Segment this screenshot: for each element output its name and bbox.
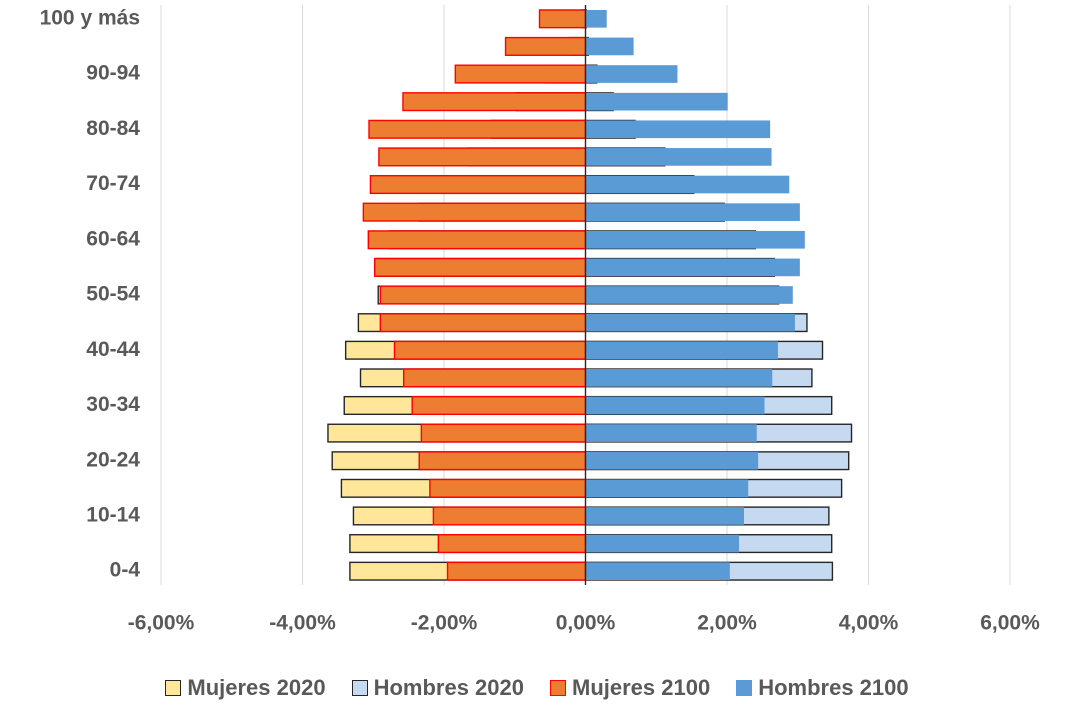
bar-mujeres-2100-65-69	[363, 203, 585, 221]
legend-swatch-mujeres-2020	[165, 680, 181, 696]
bar-hombres-2100-35-39	[586, 369, 773, 387]
bar-hombres-2100-100-y-m-s	[586, 10, 607, 28]
y-tick-label-60-64: 60-64	[86, 227, 140, 250]
legend-label-hombres-2020: Hombres 2020	[374, 675, 524, 701]
y-tick-label-90-94: 90-94	[86, 62, 140, 85]
bar-hombres-2100-55-59	[586, 259, 800, 277]
y-tick-label-70-74: 70-74	[86, 172, 140, 195]
category-tick-labels: 0-4 10-14 20-24 30-34 40-44 50-54 60-64 70-74 80…	[40, 6, 141, 581]
bar-hombres-2100-60-64	[586, 231, 805, 249]
legend-label-mujeres-2020: Mujeres 2020	[187, 675, 325, 701]
y-tick-label-20-24: 20-24	[86, 448, 140, 471]
legend-swatch-hombres-2100	[736, 680, 752, 696]
bar-mujeres-2100-0-4	[448, 562, 586, 580]
bar-mujeres-2100-55-59	[375, 259, 586, 277]
x-tick-label-4-00: -4,00%	[269, 612, 336, 635]
legend-label-hombres-2100: Hombres 2100	[758, 675, 908, 701]
bar-mujeres-2100-30-34	[412, 397, 585, 415]
bar-hombres-2100-85-89	[586, 93, 728, 111]
bar-hombres-2100-10-14	[586, 507, 744, 525]
bar-mujeres-2100-50-54	[380, 286, 585, 304]
bar-hombres-2100-30-34	[586, 397, 765, 415]
legend-item-hombres-2100: Hombres 2100	[736, 675, 908, 701]
bars	[328, 10, 852, 580]
x-tick-label-2-00: -2,00%	[411, 612, 478, 635]
bar-hombres-2100-45-49	[586, 314, 795, 332]
bar-hombres-2100-50-54	[586, 286, 793, 304]
legend-item-mujeres-2100: Mujeres 2100	[550, 675, 710, 701]
bar-mujeres-2100-45-49	[380, 314, 585, 332]
bar-hombres-2100-90-94	[586, 65, 678, 83]
bar-hombres-2100-15-19	[586, 479, 749, 497]
legend-swatch-mujeres-2100	[550, 680, 566, 696]
bar-hombres-2100-40-44	[586, 341, 778, 359]
legend-label-mujeres-2100: Mujeres 2100	[572, 675, 710, 701]
bar-mujeres-2100-10-14	[433, 507, 585, 525]
bar-mujeres-2100-100-y-m-s	[540, 10, 586, 28]
bar-hombres-2100-65-69	[586, 203, 800, 221]
x-tick-label-4-00: 4,00%	[839, 612, 899, 635]
y-tick-label-10-14: 10-14	[86, 503, 140, 526]
legend-item-hombres-2020: Hombres 2020	[352, 675, 524, 701]
bar-mujeres-2100-90-94	[455, 65, 585, 83]
value-tick-labels: -6,00% -4,00% -2,00% 0,00% 2,00% 4,00% 6,00%	[128, 612, 1040, 635]
bar-hombres-2100-25-29	[586, 424, 757, 442]
y-tick-label-0-4: 0-4	[110, 559, 141, 582]
bar-hombres-2100-20-24	[586, 452, 759, 470]
y-tick-label-40-44: 40-44	[86, 338, 140, 361]
y-tick-label-100-y-m-s: 100 y más	[40, 6, 140, 29]
bar-mujeres-2100-35-39	[404, 369, 586, 387]
y-tick-label-50-54: 50-54	[86, 283, 140, 306]
x-tick-label-6-00: 6,00%	[980, 612, 1040, 635]
bar-mujeres-2100-20-24	[419, 452, 585, 470]
bar-mujeres-2100-15-19	[430, 479, 586, 497]
bar-hombres-2100-5-9	[586, 535, 740, 553]
bar-mujeres-2100-95-99	[506, 38, 586, 56]
bar-hombres-2100-95-99	[586, 38, 634, 56]
bar-hombres-2100-75-79	[586, 148, 772, 166]
bar-mujeres-2100-25-29	[421, 424, 585, 442]
legend-swatch-hombres-2020	[352, 680, 368, 696]
legend: Mujeres 2020 Hombres 2020 Mujeres 2100 H…	[0, 675, 1074, 701]
x-tick-label-2-00: 2,00%	[697, 612, 757, 635]
y-tick-label-30-34: 30-34	[86, 393, 140, 416]
x-tick-label-6-00: -6,00%	[128, 612, 195, 635]
bar-hombres-2100-70-74	[586, 176, 790, 194]
bar-mujeres-2100-75-79	[379, 148, 586, 166]
bar-mujeres-2100-80-84	[369, 120, 585, 138]
x-tick-label-0-00: 0,00%	[556, 612, 616, 635]
population-pyramid-chart: 0-4 10-14 20-24 30-34 40-44 50-54 60-64 70-74 80…	[0, 0, 1074, 660]
legend-item-mujeres-2020: Mujeres 2020	[165, 675, 325, 701]
bar-hombres-2100-0-4	[586, 562, 730, 580]
bar-mujeres-2100-70-74	[370, 176, 585, 194]
y-tick-label-80-84: 80-84	[86, 117, 140, 140]
bar-mujeres-2100-60-64	[368, 231, 585, 249]
bar-mujeres-2100-40-44	[394, 341, 585, 359]
bar-hombres-2100-80-84	[586, 120, 771, 138]
bar-mujeres-2100-5-9	[438, 535, 585, 553]
bar-mujeres-2100-85-89	[403, 93, 586, 111]
